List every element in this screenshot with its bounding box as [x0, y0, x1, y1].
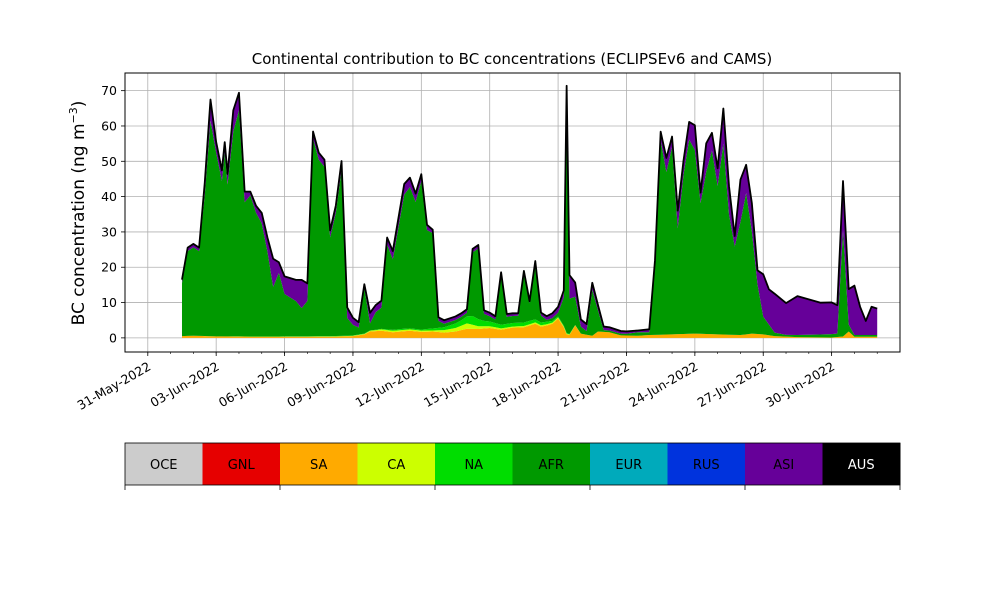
- y-tick-label: 10: [101, 295, 117, 310]
- total-concentration-line: [181, 84, 878, 333]
- legend-label-afr: AFR: [539, 458, 564, 473]
- y-tick-label: 70: [101, 83, 117, 98]
- legend-swatch-sa: [280, 443, 358, 485]
- y-tick-label: 0: [109, 330, 117, 345]
- y-tick-label: 60: [101, 118, 117, 133]
- legend-label-eur: EUR: [615, 458, 642, 473]
- legend-label-sa: SA: [310, 458, 327, 473]
- legend-label-aus: AUS: [848, 458, 875, 473]
- legend-swatch-aus: [822, 443, 901, 485]
- area-afr: [181, 110, 878, 338]
- x-tick-label: 30-Jun-2022: [763, 359, 837, 410]
- legend-frame: [124, 442, 901, 486]
- x-tick-label: 27-Jun-2022: [695, 359, 769, 410]
- x-tick-label: 31-May-2022: [74, 359, 153, 413]
- legend-swatch-na: [435, 443, 513, 485]
- y-tick-label: 30: [101, 224, 117, 239]
- legend-label-rus: RUS: [693, 458, 720, 473]
- x-axis-ticks: 31-May-202203-Jun-202206-Jun-202209-Jun-…: [74, 352, 878, 413]
- y-tick-label: 50: [101, 154, 117, 169]
- y-tick-label: 20: [101, 260, 117, 275]
- y-axis-label: BC concentration (ng m−3): [67, 101, 89, 326]
- legend-swatch-gnl: [202, 443, 281, 485]
- x-tick-label: 15-Jun-2022: [421, 359, 495, 410]
- legend-swatch-asi: [745, 443, 823, 485]
- legend-label-oce: OCE: [150, 458, 178, 473]
- legend-swatch-eur: [590, 443, 668, 485]
- area-sa: [181, 318, 878, 338]
- legend-label-na: NA: [464, 458, 483, 473]
- legend-label-asi: ASI: [773, 458, 794, 473]
- legend-swatch-afr: [512, 443, 591, 485]
- legend-swatch-rus: [667, 443, 746, 485]
- y-tick-label: 40: [101, 189, 117, 204]
- chart-title: Continental contribution to BC concentra…: [252, 50, 773, 68]
- y-axis-ticks: 0 10 20 30 40 50 60 70: [101, 83, 125, 345]
- x-tick-label: 12-Jun-2022: [353, 359, 427, 410]
- legend-label-gnl: GNL: [228, 458, 256, 473]
- x-tick-label: 18-Jun-2022: [489, 359, 563, 410]
- legend-swatch-oce: [125, 443, 203, 485]
- x-tick-label: 24-Jun-2022: [626, 359, 700, 410]
- legend-swatch-ca: [357, 443, 436, 485]
- legend-label-ca: CA: [387, 458, 405, 473]
- total-line-layer: [181, 84, 878, 333]
- x-tick-label: 03-Jun-2022: [148, 359, 222, 410]
- x-tick-label: 09-Jun-2022: [284, 359, 358, 410]
- legend: OCE GNL SA CA NA AFR EUR RUS ASI AUS: [124, 442, 901, 490]
- x-tick-label: 06-Jun-2022: [216, 359, 290, 410]
- x-tick-label: 21-Jun-2022: [558, 359, 632, 410]
